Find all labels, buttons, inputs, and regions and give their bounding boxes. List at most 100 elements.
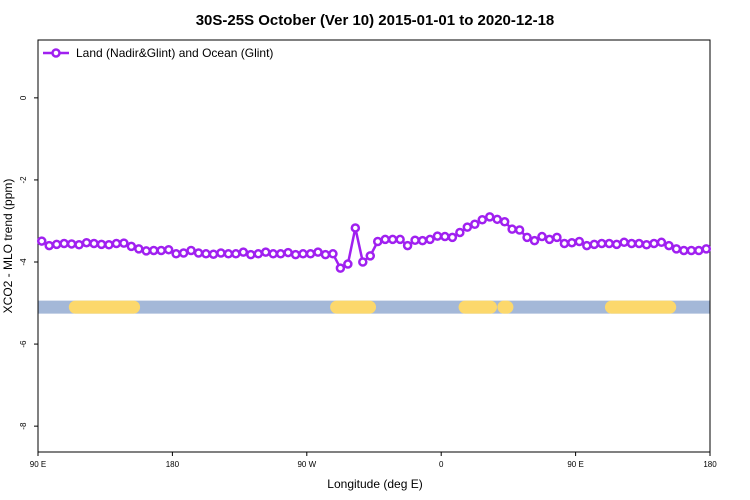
data-point xyxy=(507,224,517,234)
data-point xyxy=(253,249,264,259)
data-point xyxy=(111,238,122,249)
data-point xyxy=(537,231,547,242)
x-tick-label: 180 xyxy=(703,460,717,469)
data-point xyxy=(656,237,667,248)
data-point xyxy=(305,249,316,259)
data-point xyxy=(298,249,308,259)
data-point xyxy=(246,249,256,260)
data-point xyxy=(694,245,704,256)
data-point xyxy=(664,240,674,251)
x-tick-label: 90 E xyxy=(30,460,46,469)
data-point xyxy=(44,240,54,251)
data-point xyxy=(492,214,502,225)
data-point xyxy=(634,238,644,249)
data-point xyxy=(529,235,540,246)
data-point xyxy=(268,249,278,259)
x-axis-label: Longitude (deg E) xyxy=(327,477,422,491)
data-point xyxy=(611,239,622,250)
data-point xyxy=(522,232,532,243)
data-point xyxy=(455,227,465,238)
data-point xyxy=(193,248,204,258)
data-point xyxy=(447,232,458,243)
data-point xyxy=(66,239,77,249)
data-point xyxy=(223,249,234,259)
data-point xyxy=(275,249,286,259)
data-point xyxy=(156,245,166,256)
data-point xyxy=(582,240,592,251)
data-point xyxy=(514,225,525,235)
y-tick-label: -2 xyxy=(19,176,28,184)
data-point xyxy=(104,240,114,250)
data-point xyxy=(626,238,637,249)
data-point xyxy=(679,245,689,256)
data-point xyxy=(701,244,712,254)
data-point xyxy=(119,238,129,248)
data-point xyxy=(89,238,99,249)
y-tick-label: -6 xyxy=(19,340,28,348)
y-tick-label: 0 xyxy=(19,95,28,100)
data-point xyxy=(380,234,390,245)
data-point xyxy=(96,239,107,250)
data-point xyxy=(425,234,435,245)
x-tick-label: 90 E xyxy=(567,460,583,469)
data-point xyxy=(641,240,652,250)
data-point xyxy=(171,249,181,259)
x-tick-label: 180 xyxy=(166,460,180,469)
data-point xyxy=(231,249,241,259)
data-point xyxy=(402,240,413,251)
data-point xyxy=(350,223,361,233)
data-point xyxy=(649,238,659,249)
data-point xyxy=(671,244,682,254)
data-point xyxy=(574,236,585,247)
x-tick-label: 90 W xyxy=(297,460,316,469)
data-point xyxy=(51,239,62,250)
data-point xyxy=(499,217,510,227)
y-axis-label: XCO2 - MLO trend (ppm) xyxy=(1,179,15,314)
data-point xyxy=(544,234,555,245)
data-point xyxy=(238,247,249,257)
data-point xyxy=(484,212,495,222)
data-point xyxy=(328,249,338,259)
data-point xyxy=(186,245,196,256)
data-point xyxy=(148,245,159,256)
data-point xyxy=(387,234,398,245)
data-point xyxy=(134,244,144,254)
data-point xyxy=(260,247,271,257)
data-point xyxy=(477,214,488,225)
data-point xyxy=(552,232,562,243)
data-point xyxy=(81,237,92,248)
data-point xyxy=(395,234,405,245)
data-point xyxy=(567,237,577,248)
y-tick-label: -4 xyxy=(19,258,28,266)
data-point xyxy=(290,249,301,260)
data-point xyxy=(686,245,697,256)
data-point xyxy=(163,244,174,255)
data-point xyxy=(410,235,420,246)
legend-marker xyxy=(51,48,61,58)
data-point xyxy=(470,219,480,230)
data-point xyxy=(589,239,600,250)
data-point xyxy=(559,238,570,249)
data-point xyxy=(283,247,293,258)
data-point xyxy=(372,236,383,247)
y-tick-label: -8 xyxy=(19,422,28,430)
data-point xyxy=(36,236,47,246)
data-point xyxy=(440,231,450,242)
data-point xyxy=(178,248,189,258)
data-point xyxy=(358,257,368,267)
data-point xyxy=(201,249,211,259)
data-point xyxy=(59,238,69,249)
data-point xyxy=(417,235,428,246)
data-point xyxy=(462,222,473,232)
data-point xyxy=(343,259,353,269)
data-point xyxy=(432,231,443,241)
data-point xyxy=(216,248,226,258)
legend-label: Land (Nadir&Glint) and Ocean (Glint) xyxy=(76,46,273,60)
chart-title: 30S-25S October (Ver 10) 2015-01-01 to 2… xyxy=(196,12,555,29)
data-point xyxy=(313,247,323,257)
data-point xyxy=(141,246,152,256)
data-point xyxy=(619,237,629,248)
data-point xyxy=(596,238,607,249)
data-point xyxy=(320,249,331,260)
